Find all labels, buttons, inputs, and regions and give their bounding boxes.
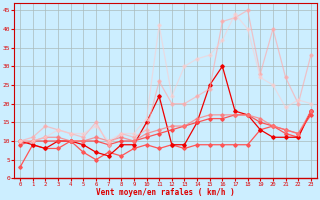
X-axis label: Vent moyen/en rafales ( km/h ): Vent moyen/en rafales ( km/h ) [96, 188, 235, 197]
